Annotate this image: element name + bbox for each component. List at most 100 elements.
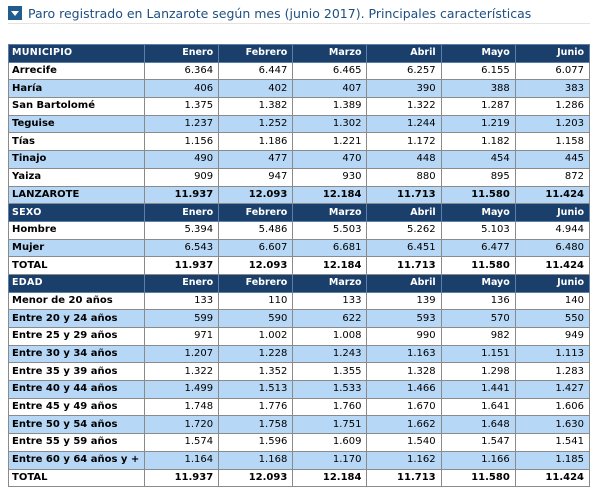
- table-row: Entre 45 y 49 años 1.748 1.776 1.760 1.670 1.…: [8, 397, 591, 417]
- row-value: 1.513: [218, 380, 294, 399]
- row-value: 1.541: [514, 433, 591, 452]
- table-row: Entre 20 y 24 años 599 590 622 593 570 550: [8, 309, 591, 328]
- row-value: 949: [514, 327, 591, 346]
- row-value: 448: [366, 150, 442, 169]
- row-value: 445: [514, 150, 591, 169]
- column-header-junio: Junio: [514, 273, 591, 293]
- row-value: 1.533: [292, 380, 368, 399]
- row-label: Entre 60 y 64 años y +: [8, 450, 145, 470]
- row-value: 1.298: [440, 362, 516, 382]
- total-value: 12.184: [292, 468, 368, 487]
- row-value: 1.758: [218, 415, 294, 435]
- row-value: 1.547: [440, 433, 516, 452]
- row-label: Hombre: [8, 220, 145, 240]
- section-header-municipio: MUNICIPIO Enero Febrero Marzo Abril Mayo Junio: [8, 44, 591, 63]
- row-value: 872: [514, 167, 591, 187]
- row-value: 1.596: [218, 433, 294, 452]
- row-value: 1.286: [514, 97, 591, 116]
- row-value: 990: [366, 327, 442, 346]
- section-title-sexo: SEXO: [8, 203, 145, 222]
- row-value: 1.166: [440, 450, 516, 470]
- row-value: 982: [440, 327, 516, 346]
- row-value: 593: [366, 309, 442, 328]
- total-value: 11.713: [366, 468, 442, 487]
- row-value: 477: [218, 150, 294, 169]
- row-value: 570: [440, 309, 516, 328]
- total-label: LANZAROTE: [8, 185, 145, 205]
- row-value: 6.451: [366, 238, 442, 258]
- row-value: 622: [292, 309, 368, 328]
- row-label: San Bartolomé: [8, 97, 145, 116]
- table-row: Entre 60 y 64 años y +1.164 1.168 1.170 1.1…: [8, 450, 591, 470]
- column-header-mayo: Mayo: [440, 273, 516, 293]
- row-label: Menor de 20 años: [8, 291, 145, 311]
- title-divider: [8, 23, 590, 24]
- row-value: 1.113: [514, 344, 591, 364]
- row-label: Entre 20 y 24 años: [8, 309, 145, 328]
- row-value: 1.540: [366, 433, 442, 452]
- row-value: 454: [440, 150, 516, 169]
- table-row: Arrecife 6.364 6.447 6.465 6.257 6.155 6.077: [8, 61, 591, 81]
- section-title-edad: EDAD: [8, 273, 145, 293]
- row-value: 1.243: [292, 344, 368, 364]
- row-label: Entre 25 y 29 años: [8, 327, 145, 346]
- row-label: Entre 55 y 59 años: [8, 433, 145, 452]
- table-row: Entre 50 y 54 años 1.720 1.758 1.751 1.662 1.…: [8, 415, 591, 435]
- title-bar: Paro registrado en Lanzarote según mes (…: [8, 4, 531, 22]
- row-value: 1.389: [292, 97, 368, 116]
- total-value: 11.713: [366, 185, 442, 205]
- row-value: 1.283: [514, 362, 591, 382]
- row-value: 1.244: [366, 114, 442, 134]
- row-value: 1.237: [143, 114, 220, 134]
- section-header-sexo: SEXO Enero Febrero Marzo Abril Mayo Junio: [8, 203, 591, 222]
- section-title-municipio: MUNICIPIO: [8, 44, 145, 63]
- row-value: 1.641: [440, 397, 516, 417]
- row-value: 1.156: [143, 132, 220, 152]
- row-value: 470: [292, 150, 368, 169]
- column-header-mayo: Mayo: [440, 203, 516, 222]
- column-header-junio: Junio: [514, 203, 591, 222]
- row-value: 1.574: [143, 433, 220, 452]
- row-value: 139: [366, 291, 442, 311]
- total-value: 11.424: [514, 185, 591, 205]
- column-header-mayo: Mayo: [440, 44, 516, 63]
- triangle-down-icon[interactable]: [8, 6, 22, 20]
- row-value: 1.322: [143, 362, 220, 382]
- row-value: 1.162: [366, 450, 442, 470]
- row-value: 947: [218, 167, 294, 187]
- row-value: 1.382: [218, 97, 294, 116]
- row-value: 6.480: [514, 238, 591, 258]
- total-row-sexo: TOTAL 11.937 12.093 12.184 11.713 11.580 11.42…: [8, 256, 591, 275]
- table-row: Entre 55 y 59 años 1.574 1.596 1.609 1.540 1.…: [8, 433, 591, 452]
- table-row: Tinajo 490 477 470 448 454 445: [8, 150, 591, 169]
- total-label: TOTAL: [8, 468, 145, 487]
- row-label: Teguise: [8, 114, 145, 134]
- table-row: Mujer 6.543 6.607 6.681 6.451 6.477 6.480: [8, 238, 591, 258]
- row-value: 140: [514, 291, 591, 311]
- row-label: Entre 50 y 54 años: [8, 415, 145, 435]
- column-header-enero: Enero: [143, 44, 220, 63]
- row-label: Entre 35 y 39 años: [8, 362, 145, 382]
- row-value: 590: [218, 309, 294, 328]
- row-value: 6.155: [440, 61, 516, 81]
- row-value: 6.477: [440, 238, 516, 258]
- total-row-municipio: LANZAROTE 11.937 12.093 12.184 11.713 11.580 1…: [8, 185, 591, 205]
- row-value: 402: [218, 79, 294, 99]
- total-row-edad: TOTAL 11.937 12.093 12.184 11.713 11.580 11.42…: [8, 468, 591, 487]
- row-value: 1.228: [218, 344, 294, 364]
- row-label: Haría: [8, 79, 145, 99]
- column-header-marzo: Marzo: [292, 273, 368, 293]
- table-row: Menor de 20 años 133 110 133 139 136 140: [8, 291, 591, 311]
- row-value: 6.257: [366, 61, 442, 81]
- total-value: 11.580: [440, 468, 516, 487]
- row-value: 1.630: [514, 415, 591, 435]
- row-value: 1.441: [440, 380, 516, 399]
- table-row: Entre 40 y 44 años 1.499 1.513 1.533 1.466 1.…: [8, 380, 591, 399]
- row-value: 550: [514, 309, 591, 328]
- row-label: Tinajo: [8, 150, 145, 169]
- total-value: 12.093: [218, 468, 294, 487]
- row-value: 1.499: [143, 380, 220, 399]
- column-header-abril: Abril: [366, 203, 442, 222]
- column-header-marzo: Marzo: [292, 203, 368, 222]
- row-value: 1.182: [440, 132, 516, 152]
